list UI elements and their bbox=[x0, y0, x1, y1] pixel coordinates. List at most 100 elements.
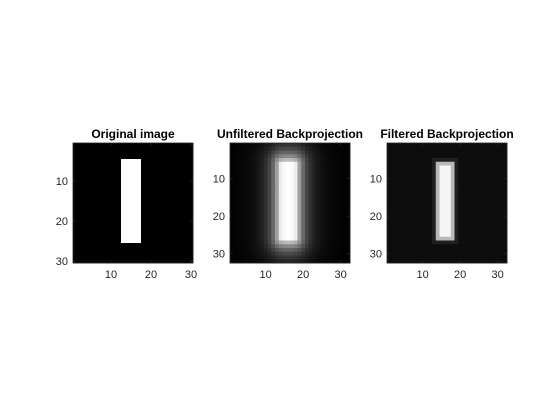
heatmap-cell bbox=[443, 218, 448, 223]
heatmap-cell bbox=[278, 173, 283, 178]
heatmap-cell bbox=[267, 206, 272, 211]
heatmap-cell bbox=[492, 184, 497, 189]
heatmap-cell bbox=[233, 259, 238, 264]
heatmap-cell bbox=[462, 143, 467, 148]
heatmap-cell bbox=[173, 143, 178, 148]
heatmap-cell bbox=[398, 161, 403, 166]
heatmap-cell bbox=[327, 184, 332, 189]
heatmap-cell bbox=[323, 221, 328, 226]
heatmap-cell bbox=[233, 146, 238, 151]
heatmap-cell bbox=[275, 191, 280, 196]
heatmap-cell bbox=[462, 188, 467, 193]
heatmap-cell bbox=[316, 180, 321, 185]
heatmap-cell bbox=[293, 214, 298, 219]
heatmap-cell bbox=[263, 184, 268, 189]
heatmap-cell bbox=[338, 176, 343, 181]
heatmap-cell bbox=[77, 231, 82, 236]
heatmap-cell bbox=[189, 239, 194, 244]
heatmap-cell bbox=[256, 214, 261, 219]
heatmap-cell bbox=[157, 251, 162, 256]
heatmap-cell bbox=[237, 206, 242, 211]
heatmap-cell bbox=[73, 163, 78, 168]
heatmap-cell bbox=[469, 236, 474, 241]
heatmap-cell bbox=[73, 211, 78, 216]
heatmap-cell bbox=[488, 259, 493, 264]
heatmap-cell bbox=[484, 169, 489, 174]
heatmap-cell bbox=[263, 221, 268, 226]
heatmap-cell bbox=[109, 251, 114, 256]
heatmap-cell bbox=[173, 211, 178, 216]
heatmap-cell bbox=[458, 188, 463, 193]
heatmap-cell bbox=[129, 143, 134, 148]
heatmap-cell bbox=[149, 251, 154, 256]
heatmap-cell bbox=[387, 248, 392, 253]
heatmap-cell bbox=[97, 183, 102, 188]
heatmap-cell bbox=[499, 236, 504, 241]
heatmap-cell bbox=[435, 176, 440, 181]
heatmap-cell bbox=[293, 195, 298, 200]
heatmap-cell bbox=[394, 221, 399, 226]
heatmap-cell bbox=[473, 146, 478, 151]
heatmap-cell bbox=[447, 191, 452, 196]
heatmap-cell bbox=[477, 221, 482, 226]
heatmap-cell bbox=[241, 218, 246, 223]
heatmap-cell bbox=[409, 199, 414, 204]
heatmap-cell bbox=[394, 229, 399, 234]
heatmap-cell bbox=[149, 215, 154, 220]
heatmap-cell bbox=[424, 225, 429, 230]
heatmap-cell bbox=[417, 180, 422, 185]
heatmap-cell bbox=[233, 206, 238, 211]
heatmap-cell bbox=[312, 143, 317, 148]
heatmap-cell bbox=[492, 248, 497, 253]
heatmap-cell bbox=[293, 180, 298, 185]
heatmap-cell bbox=[169, 235, 174, 240]
heatmap-cell bbox=[424, 176, 429, 181]
heatmap-cell bbox=[443, 154, 448, 159]
heatmap-cell bbox=[141, 215, 146, 220]
heatmap-cell bbox=[439, 251, 444, 256]
heatmap-cell bbox=[85, 143, 90, 148]
heatmap-cell bbox=[293, 255, 298, 260]
heatmap-cell bbox=[480, 184, 485, 189]
heatmap-cell bbox=[133, 247, 138, 252]
heatmap-cell bbox=[237, 188, 242, 193]
heatmap-cell bbox=[189, 215, 194, 220]
heatmap-cell bbox=[327, 251, 332, 256]
heatmap-cell bbox=[480, 146, 485, 151]
heatmap-cell bbox=[409, 229, 414, 234]
heatmap-cell bbox=[165, 155, 170, 160]
heatmap-cell bbox=[462, 158, 467, 163]
heatmap-cell bbox=[413, 221, 418, 226]
heatmap-cell bbox=[409, 218, 414, 223]
heatmap-cell bbox=[105, 147, 110, 152]
heatmap-cell bbox=[342, 259, 347, 264]
heatmap-cell bbox=[275, 195, 280, 200]
heatmap-cell bbox=[320, 158, 325, 163]
heatmap-cell bbox=[133, 163, 138, 168]
heatmap-cell bbox=[312, 203, 317, 208]
ytick-label-20: 20 bbox=[370, 211, 382, 223]
heatmap-cell bbox=[165, 199, 170, 204]
heatmap-cell bbox=[424, 248, 429, 253]
heatmap-cell bbox=[113, 223, 118, 228]
heatmap-cell bbox=[492, 195, 497, 200]
heatmap-cell bbox=[185, 155, 190, 160]
heatmap-cell bbox=[293, 259, 298, 264]
heatmap-cell bbox=[331, 180, 336, 185]
heatmap-cell bbox=[454, 195, 459, 200]
heatmap-cell bbox=[297, 259, 302, 264]
heatmap-cell bbox=[113, 207, 118, 212]
heatmap-cell bbox=[301, 218, 306, 223]
heatmap-cell bbox=[413, 244, 418, 249]
heatmap-cell bbox=[390, 150, 395, 155]
heatmap-cell bbox=[121, 191, 126, 196]
heatmap-cell bbox=[409, 221, 414, 226]
heatmap-cell bbox=[320, 233, 325, 238]
heatmap-cell bbox=[278, 191, 283, 196]
heatmap-cell bbox=[458, 165, 463, 170]
heatmap-cell bbox=[503, 206, 508, 211]
heatmap-cell bbox=[149, 243, 154, 248]
heatmap-cell bbox=[149, 223, 154, 228]
heatmap-cell bbox=[271, 195, 276, 200]
heatmap-cell bbox=[153, 247, 158, 252]
